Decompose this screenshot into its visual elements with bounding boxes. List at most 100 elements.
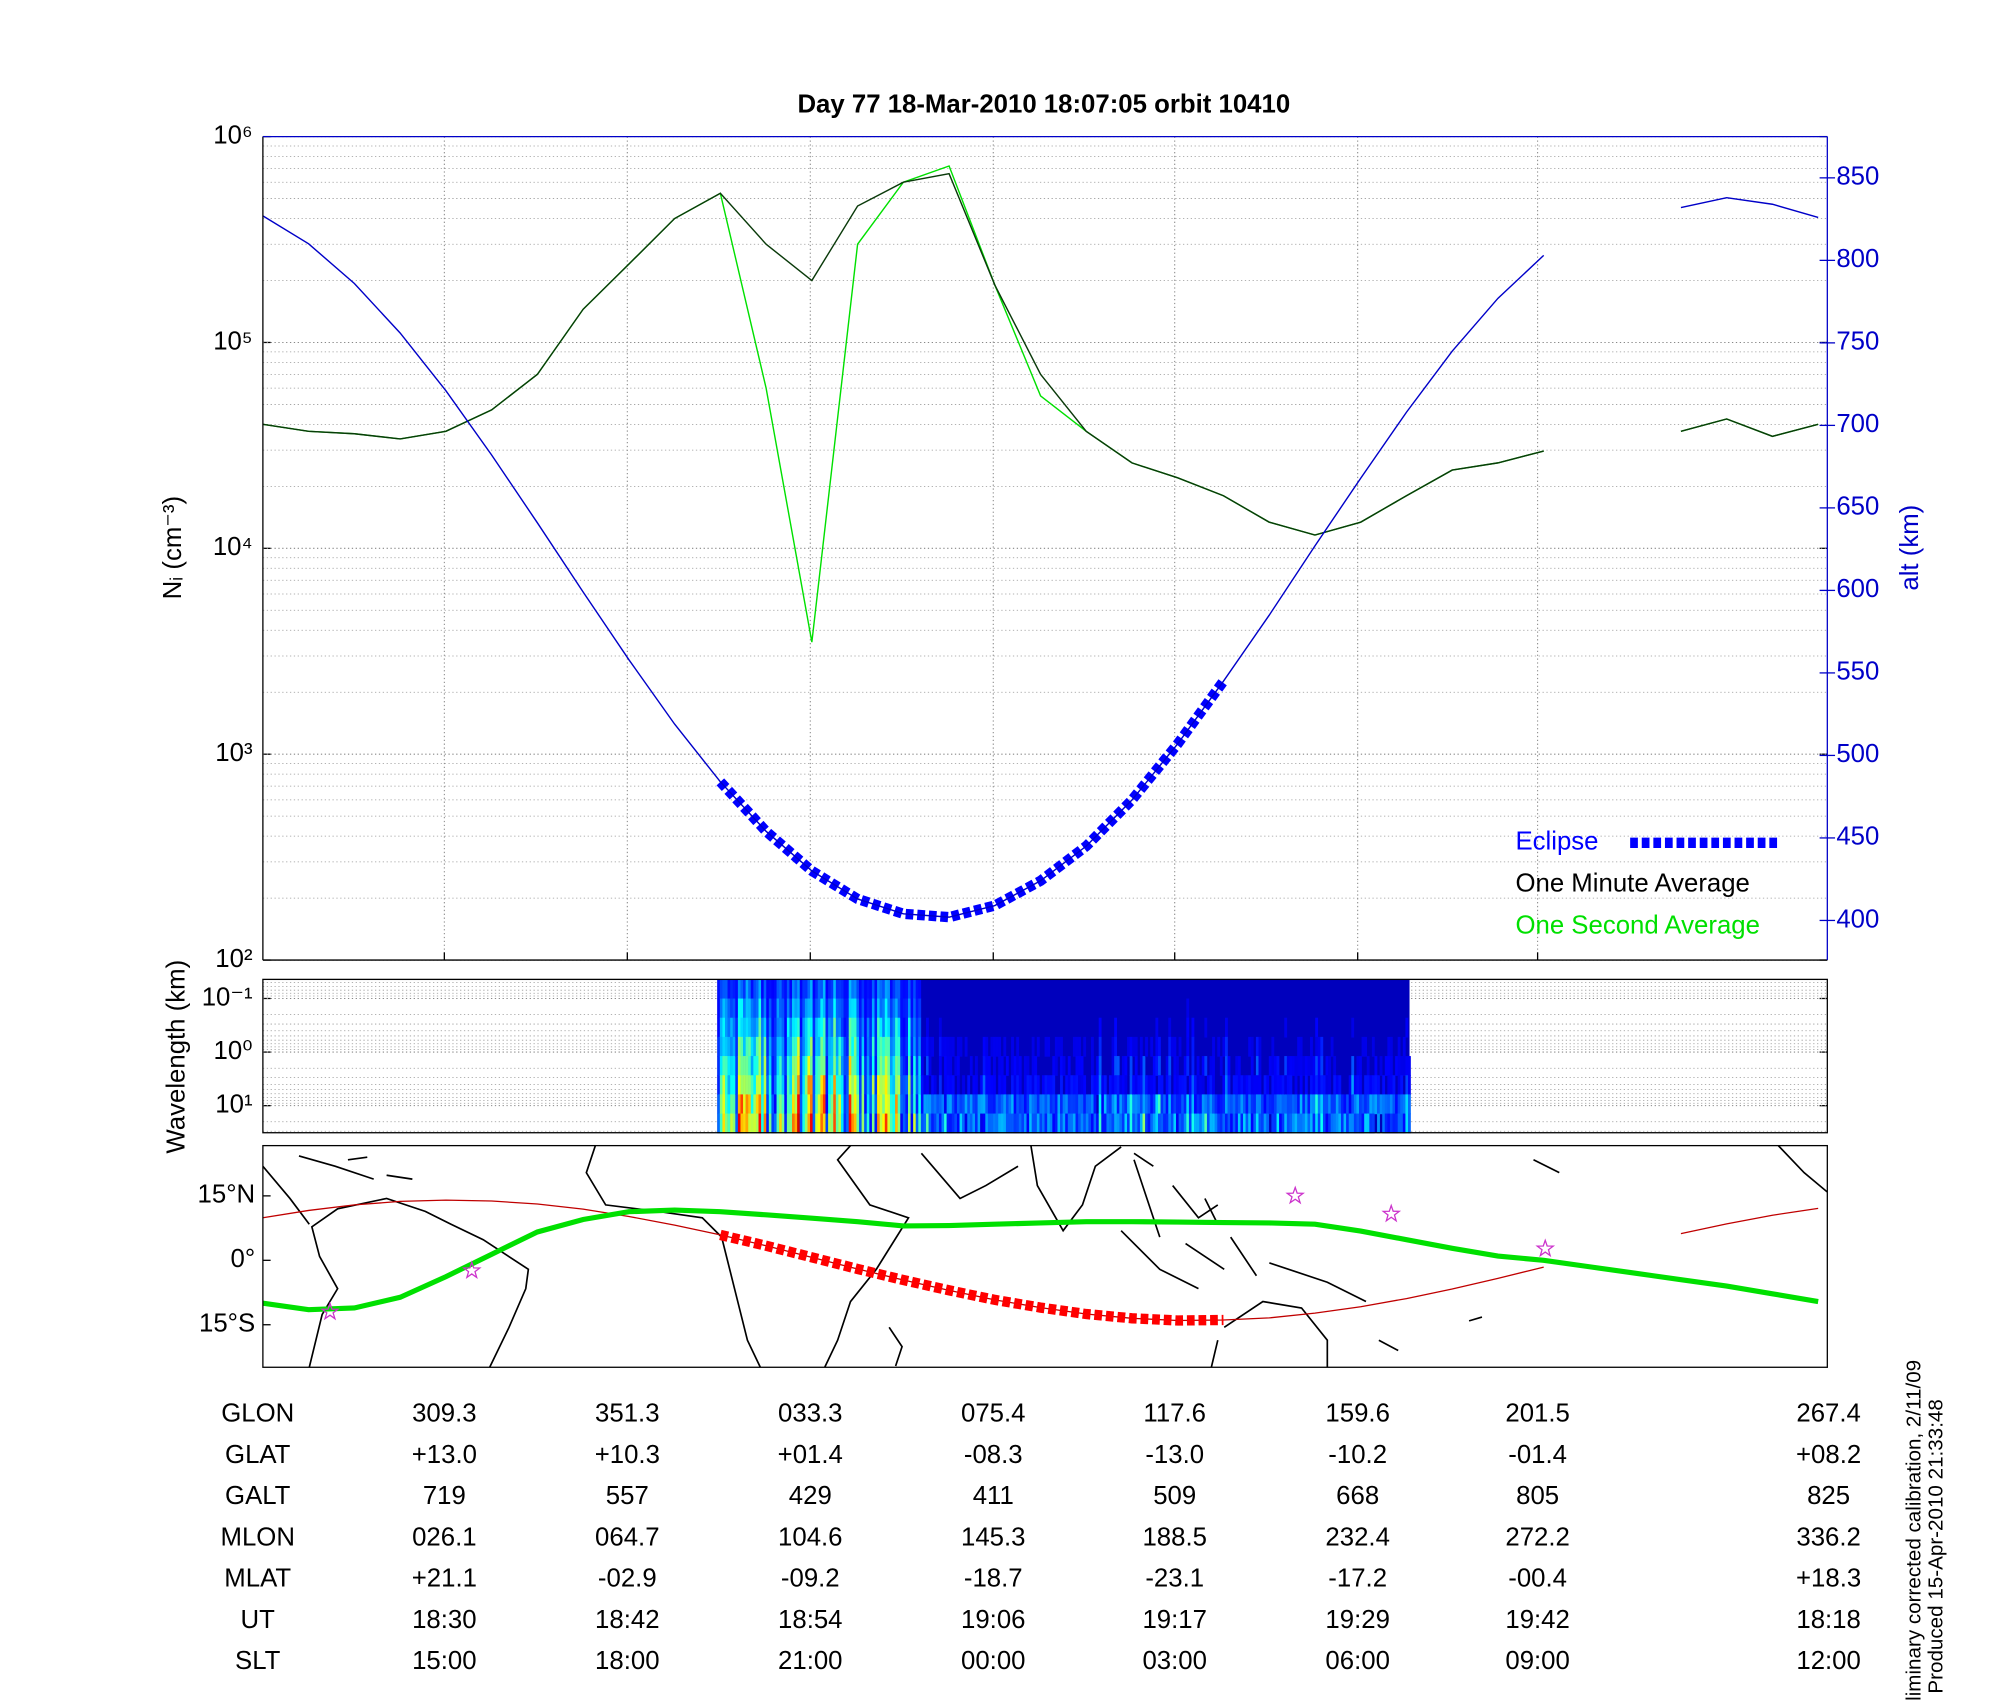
spectrogram-cell [810, 1113, 813, 1134]
spectrogram-cell [1325, 1094, 1329, 1115]
spectrogram-cell [856, 1056, 860, 1076]
spectrogram-cell [717, 1017, 721, 1038]
spectrogram-cell [1199, 1075, 1203, 1096]
spectrogram-cell [1134, 1075, 1138, 1096]
spectrogram-cell [985, 1036, 989, 1057]
spectrogram-cell [853, 1056, 857, 1076]
spectrogram-cell [1093, 1094, 1097, 1115]
spectrogram-cell [1209, 1056, 1213, 1076]
spectrogram-cell [985, 1094, 989, 1115]
spectrogram-cell [781, 998, 785, 1019]
spectrogram-cell [1312, 1113, 1316, 1134]
spectrogram-cell [1250, 1036, 1254, 1057]
spectrogram-cell [987, 1094, 991, 1115]
table-cell: 19:17 [1142, 1606, 1206, 1634]
spectrogram-cell [1011, 1056, 1014, 1076]
spectrogram-cell [913, 1113, 916, 1134]
table-cell: 429 [789, 1482, 832, 1510]
spectrogram-cell [779, 979, 782, 1000]
spectrogram-cell [871, 979, 875, 1000]
spectrogram-cell [750, 1036, 754, 1057]
spectrogram-cell [1188, 1113, 1192, 1134]
spectrogram-cell [755, 1056, 759, 1076]
spectrogram-cell [954, 1056, 958, 1076]
spectrogram-cell [1116, 1094, 1120, 1115]
spectrogram-cell [972, 1094, 976, 1115]
spectrogram-cell [1170, 1036, 1174, 1057]
spectrogram-cell [1080, 1094, 1084, 1115]
spectrogram-cell [1273, 1056, 1277, 1076]
spectrogram-cell [956, 1075, 960, 1096]
table-cell: -08.3 [964, 1441, 1023, 1469]
spectrogram-cell [861, 1017, 865, 1038]
spectrogram-cell [807, 979, 811, 1000]
spectrogram-cell [926, 1075, 929, 1096]
spectrogram-cell [1011, 1094, 1014, 1115]
spectrogram-cell [846, 1056, 849, 1076]
spectrogram-cell [807, 1094, 811, 1115]
spectrogram-cell [773, 1094, 777, 1115]
spectrogram-cell [1031, 1056, 1035, 1076]
spectrogram-cell [843, 998, 847, 1019]
spectrogram-cell [869, 1075, 873, 1096]
spectrogram-cell [879, 1056, 883, 1076]
table-cell: 06:00 [1325, 1647, 1389, 1675]
spectrogram-cell [1036, 1094, 1040, 1115]
spectrogram-cell [993, 1056, 996, 1076]
spectrogram-cell [1147, 1113, 1151, 1134]
spectrogram-cell [776, 1017, 780, 1038]
spectrogram-cell [851, 1094, 855, 1115]
spectrogram-cell [956, 1094, 960, 1115]
spectrogram-cell [887, 998, 891, 1019]
spectrogram-cell [851, 1075, 855, 1096]
spectrogram-cell [743, 1094, 746, 1115]
table-cell: 075.4 [961, 1400, 1025, 1428]
spectrogram-cell [1237, 1075, 1241, 1096]
spectrogram-cell [1232, 1113, 1236, 1134]
spectrogram-cell [848, 1094, 852, 1115]
spectrogram-cell [1054, 1094, 1058, 1115]
spectrogram-cell [1325, 1075, 1329, 1096]
spectrogram-cell [1371, 1094, 1375, 1115]
spectrogram-cell [853, 998, 857, 1019]
spectrogram-cell [794, 1036, 798, 1057]
spectrogram-cell [869, 998, 873, 1019]
spectrogram-cell [848, 979, 852, 1000]
spectrogram-cell [1255, 1094, 1259, 1115]
spectrogram-cell [1348, 1094, 1352, 1115]
spectrogram-cell [892, 979, 896, 1000]
spectrogram-cell [1279, 1094, 1282, 1115]
spectrogram-cell [781, 1056, 785, 1076]
spectrogram-cell [920, 1036, 924, 1057]
spectrogram-cell [1366, 1056, 1370, 1076]
spectrogram-cell [799, 1056, 803, 1076]
spectrogram-cell [1356, 1075, 1360, 1096]
spectrogram-cell [1157, 1113, 1161, 1134]
spectrogram-cell [1039, 1113, 1043, 1134]
spectrogram-cell [895, 1113, 898, 1134]
station-star [461, 1260, 482, 1280]
spectrogram-cell [993, 1075, 996, 1096]
spectrogram-cell [905, 979, 909, 1000]
table-cell: -23.1 [1145, 1565, 1204, 1593]
spectrogram-cell [864, 1056, 868, 1076]
spectrogram-cell [840, 1113, 844, 1134]
spectrogram-cell [722, 1094, 726, 1115]
spectrogram-cell [794, 979, 798, 1000]
table-cell: 351.3 [595, 1400, 659, 1428]
spectrogram-cell [884, 1017, 888, 1038]
spectrogram-cell [1266, 1113, 1270, 1134]
spectrogram-cell [810, 979, 813, 1000]
spectrogram-cell [956, 1056, 960, 1076]
spectrogram-cell [1199, 1094, 1203, 1115]
spectrogram-cell [1377, 1113, 1380, 1134]
spectrogram-cell [1361, 1113, 1365, 1134]
spectrogram-cell [1088, 1113, 1092, 1134]
spectrogram-cell [1405, 1017, 1409, 1038]
spectrogram-cell [879, 1094, 883, 1115]
spectrogram-cell [820, 1017, 824, 1038]
spectrogram-cell [1191, 1017, 1195, 1038]
spectrogram-cell [799, 998, 803, 1019]
table-cell: -09.2 [781, 1565, 840, 1593]
spectrogram-cell [1225, 1056, 1228, 1076]
